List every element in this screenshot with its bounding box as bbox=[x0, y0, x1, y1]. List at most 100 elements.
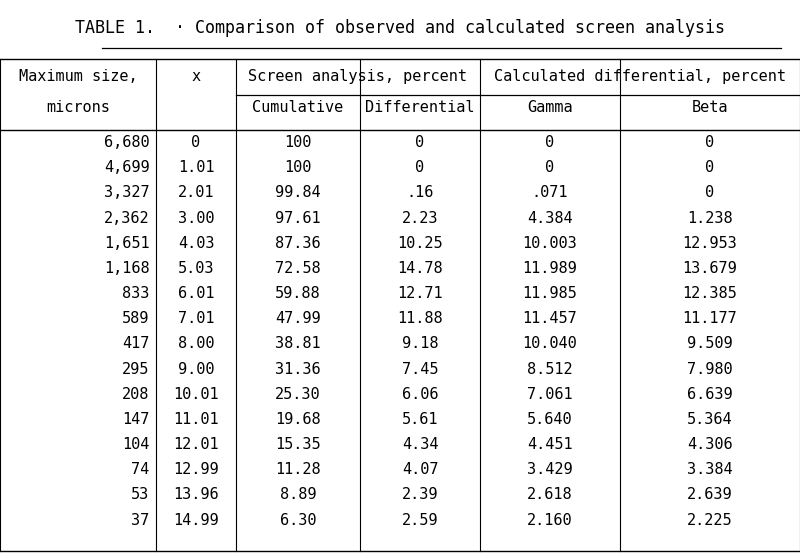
Text: 11.985: 11.985 bbox=[522, 286, 578, 301]
Text: 5.640: 5.640 bbox=[527, 412, 573, 427]
Text: 1,651: 1,651 bbox=[104, 236, 150, 251]
Text: 4.451: 4.451 bbox=[527, 437, 573, 452]
Text: 19.68: 19.68 bbox=[275, 412, 321, 427]
Text: 2.160: 2.160 bbox=[527, 513, 573, 528]
Text: 3.00: 3.00 bbox=[178, 211, 214, 226]
Text: 74: 74 bbox=[131, 462, 150, 477]
Text: 4.07: 4.07 bbox=[402, 462, 438, 477]
Text: 8.89: 8.89 bbox=[280, 487, 316, 503]
Text: 589: 589 bbox=[122, 311, 150, 326]
Text: 6.639: 6.639 bbox=[687, 387, 733, 402]
Text: 10.003: 10.003 bbox=[522, 236, 578, 251]
Text: 4.384: 4.384 bbox=[527, 211, 573, 226]
Text: x: x bbox=[191, 69, 201, 84]
Text: 72.58: 72.58 bbox=[275, 261, 321, 276]
Text: 833: 833 bbox=[122, 286, 150, 301]
Text: 12.99: 12.99 bbox=[173, 462, 219, 477]
Text: 11.457: 11.457 bbox=[522, 311, 578, 326]
Text: 87.36: 87.36 bbox=[275, 236, 321, 251]
Text: 9.18: 9.18 bbox=[402, 336, 438, 352]
Text: 2.639: 2.639 bbox=[687, 487, 733, 503]
Text: Calculated differential, percent: Calculated differential, percent bbox=[494, 69, 786, 84]
Text: 7.980: 7.980 bbox=[687, 362, 733, 377]
Text: 14.78: 14.78 bbox=[397, 261, 443, 276]
Text: 6,680: 6,680 bbox=[104, 135, 150, 150]
Text: 47.99: 47.99 bbox=[275, 311, 321, 326]
Text: 2.01: 2.01 bbox=[178, 185, 214, 201]
Text: Cumulative: Cumulative bbox=[252, 100, 344, 116]
Text: TABLE 1.  · Comparison of observed and calculated screen analysis: TABLE 1. · Comparison of observed and ca… bbox=[75, 19, 725, 38]
Text: 9.509: 9.509 bbox=[687, 336, 733, 352]
Text: 104: 104 bbox=[122, 437, 150, 452]
Text: 2.225: 2.225 bbox=[687, 513, 733, 528]
Text: 2,362: 2,362 bbox=[104, 211, 150, 226]
Text: 100: 100 bbox=[284, 135, 312, 150]
Text: 0: 0 bbox=[546, 135, 554, 150]
Text: 5.364: 5.364 bbox=[687, 412, 733, 427]
Text: 1.01: 1.01 bbox=[178, 160, 214, 175]
Text: 6.30: 6.30 bbox=[280, 513, 316, 528]
Text: 9.00: 9.00 bbox=[178, 362, 214, 377]
Text: 97.61: 97.61 bbox=[275, 211, 321, 226]
Text: 417: 417 bbox=[122, 336, 150, 352]
Text: 10.040: 10.040 bbox=[522, 336, 578, 352]
Text: 1.238: 1.238 bbox=[687, 211, 733, 226]
Text: .16: .16 bbox=[406, 185, 434, 201]
Text: Screen analysis, percent: Screen analysis, percent bbox=[249, 69, 467, 84]
Text: 0: 0 bbox=[415, 160, 425, 175]
Text: 147: 147 bbox=[122, 412, 150, 427]
Text: 7.45: 7.45 bbox=[402, 362, 438, 377]
Text: .071: .071 bbox=[532, 185, 568, 201]
Text: 12.953: 12.953 bbox=[682, 236, 738, 251]
Text: 10.25: 10.25 bbox=[397, 236, 443, 251]
Text: 8.512: 8.512 bbox=[527, 362, 573, 377]
Text: 12.385: 12.385 bbox=[682, 286, 738, 301]
Text: 11.177: 11.177 bbox=[682, 311, 738, 326]
Text: 3,327: 3,327 bbox=[104, 185, 150, 201]
Text: 53: 53 bbox=[131, 487, 150, 503]
Text: 11.88: 11.88 bbox=[397, 311, 443, 326]
Text: 3.384: 3.384 bbox=[687, 462, 733, 477]
Text: 4.03: 4.03 bbox=[178, 236, 214, 251]
Text: 11.01: 11.01 bbox=[173, 412, 219, 427]
Text: 2.23: 2.23 bbox=[402, 211, 438, 226]
Text: 25.30: 25.30 bbox=[275, 387, 321, 402]
Text: 6.06: 6.06 bbox=[402, 387, 438, 402]
Text: 3.429: 3.429 bbox=[527, 462, 573, 477]
Text: 38.81: 38.81 bbox=[275, 336, 321, 352]
Text: 14.99: 14.99 bbox=[173, 513, 219, 528]
Text: 100: 100 bbox=[284, 160, 312, 175]
Text: 6.01: 6.01 bbox=[178, 286, 214, 301]
Text: 59.88: 59.88 bbox=[275, 286, 321, 301]
Text: 0: 0 bbox=[706, 160, 714, 175]
Text: 12.01: 12.01 bbox=[173, 437, 219, 452]
Text: 13.679: 13.679 bbox=[682, 261, 738, 276]
Text: 13.96: 13.96 bbox=[173, 487, 219, 503]
Text: 5.61: 5.61 bbox=[402, 412, 438, 427]
Text: 4,699: 4,699 bbox=[104, 160, 150, 175]
Text: Maximum size,: Maximum size, bbox=[18, 69, 138, 84]
Text: 11.28: 11.28 bbox=[275, 462, 321, 477]
Text: 0: 0 bbox=[706, 185, 714, 201]
Text: Beta: Beta bbox=[692, 100, 728, 116]
Text: 15.35: 15.35 bbox=[275, 437, 321, 452]
Text: Differential: Differential bbox=[366, 100, 474, 116]
Text: 4.34: 4.34 bbox=[402, 437, 438, 452]
Text: 7.061: 7.061 bbox=[527, 387, 573, 402]
Text: 2.39: 2.39 bbox=[402, 487, 438, 503]
Text: 10.01: 10.01 bbox=[173, 387, 219, 402]
Text: 11.989: 11.989 bbox=[522, 261, 578, 276]
Text: 31.36: 31.36 bbox=[275, 362, 321, 377]
Text: 2.618: 2.618 bbox=[527, 487, 573, 503]
Text: 37: 37 bbox=[131, 513, 150, 528]
Text: 12.71: 12.71 bbox=[397, 286, 443, 301]
Text: 0: 0 bbox=[191, 135, 201, 150]
Text: 0: 0 bbox=[706, 135, 714, 150]
Text: 1,168: 1,168 bbox=[104, 261, 150, 276]
Text: Gamma: Gamma bbox=[527, 100, 573, 116]
Text: 295: 295 bbox=[122, 362, 150, 377]
Text: 8.00: 8.00 bbox=[178, 336, 214, 352]
Text: 5.03: 5.03 bbox=[178, 261, 214, 276]
Text: microns: microns bbox=[46, 100, 110, 116]
Text: 208: 208 bbox=[122, 387, 150, 402]
